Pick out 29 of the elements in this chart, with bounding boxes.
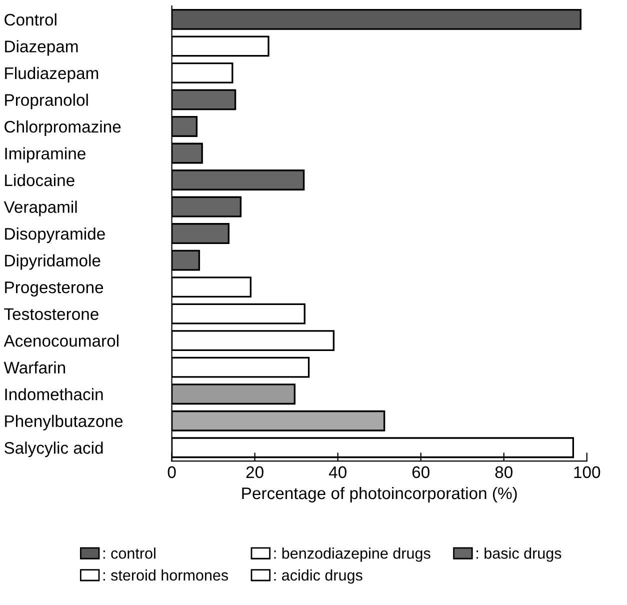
y-tick-label: Control bbox=[4, 13, 56, 26]
x-tick-label: 80 bbox=[495, 466, 512, 478]
x-tick-label: 40 bbox=[328, 466, 346, 478]
y-tick-label: Chlorpromazine bbox=[4, 120, 121, 136]
x-tick-label: 60 bbox=[412, 466, 430, 478]
x-tick-label: 0 bbox=[168, 466, 176, 478]
legend-label: : benzodiazepine drugs bbox=[274, 548, 430, 562]
y-tick-label: Imipramine bbox=[5, 147, 86, 163]
y-tick-label: Testosterone bbox=[4, 308, 98, 320]
y-tick-label: Indomethacin bbox=[5, 388, 103, 400]
y-tick-label: Propranolol bbox=[5, 94, 88, 110]
y-tick-label: Dipyridamole bbox=[5, 254, 100, 270]
x-tick-label: 100 bbox=[574, 466, 600, 478]
y-tick-label: Disopyramide bbox=[5, 227, 105, 244]
y-tick-label: Diazepam bbox=[5, 40, 78, 56]
y-tick-label: Progesterone bbox=[5, 282, 104, 297]
legend-label: : control bbox=[103, 548, 156, 559]
x-tick-label: 20 bbox=[246, 466, 264, 478]
x-axis-title: Percentage of photoincorporation (%) bbox=[242, 486, 517, 502]
legend-label: : acidic drugs bbox=[274, 569, 362, 584]
y-tick-label: Phenylbutazone bbox=[5, 414, 123, 430]
legend-label: : basic drugs bbox=[476, 548, 562, 562]
y-tick-label: Lidocaine bbox=[5, 174, 74, 186]
legend-label: : steroid hormones bbox=[103, 569, 228, 581]
y-tick-label: Fludiazepam bbox=[5, 66, 98, 82]
y-tick-label: Warfarin bbox=[4, 361, 66, 374]
y-tick-label: Acenocoumarol bbox=[4, 334, 118, 347]
y-tick-label: Verapamil bbox=[4, 200, 77, 216]
y-tick-label: Salycylic acid bbox=[4, 442, 103, 458]
